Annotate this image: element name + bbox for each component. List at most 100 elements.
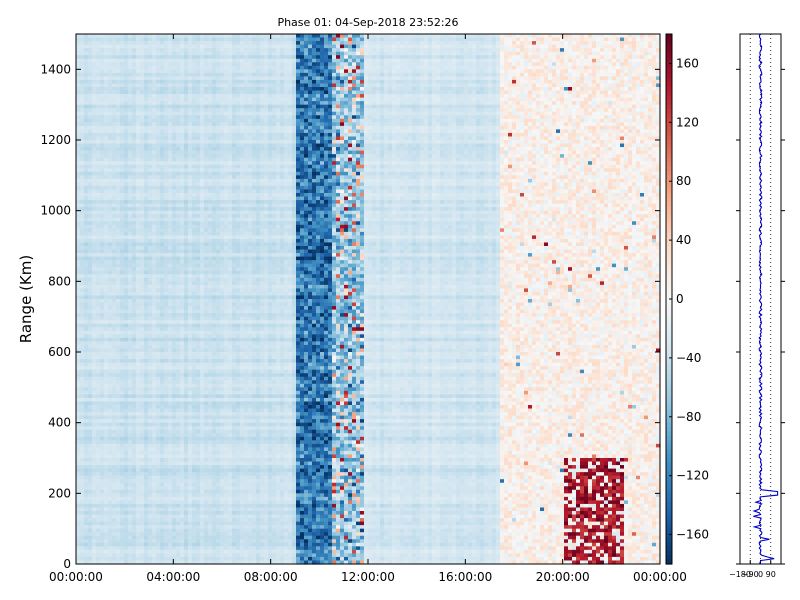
heatmap-cell [88, 451, 93, 455]
heatmap-cell [168, 83, 173, 87]
heatmap-cell [156, 76, 161, 80]
heatmap-cell [164, 391, 169, 395]
heatmap-cell [136, 147, 141, 151]
heatmap-cell [120, 239, 125, 243]
heatmap-cell [176, 48, 181, 52]
heatmap-cell [108, 359, 113, 363]
heatmap-cell [144, 462, 149, 466]
heatmap-cell [124, 391, 129, 395]
heatmap-cell [148, 324, 153, 328]
heatmap-cell [140, 359, 145, 363]
heatmap-cell [140, 278, 145, 282]
heatmap-cell [96, 458, 101, 462]
heatmap-cell [136, 306, 141, 310]
heatmap-cell [128, 214, 133, 218]
heatmap-cell [124, 83, 129, 87]
heatmap-cell [200, 193, 205, 197]
heatmap-cell [152, 147, 157, 151]
heatmap-cell [200, 98, 205, 102]
heatmap-cell [116, 112, 121, 116]
heatmap-cell [92, 394, 97, 398]
heatmap-cell [152, 221, 157, 225]
heatmap-cell [168, 59, 173, 63]
heatmap-cell [128, 387, 133, 391]
heatmap-cell [164, 409, 169, 413]
heatmap-cell [140, 225, 145, 229]
heatmap-cell [112, 73, 117, 77]
heatmap-cell [100, 165, 105, 169]
heatmap-cell [108, 59, 113, 63]
heatmap-cell [144, 433, 149, 437]
heatmap-cell [104, 430, 109, 434]
heatmap-cell [96, 175, 101, 179]
heatmap-cell [124, 228, 129, 232]
heatmap-cell [184, 359, 189, 363]
heatmap-cell [120, 380, 125, 384]
heatmap-cell [160, 80, 165, 84]
heatmap-cell [80, 299, 85, 303]
heatmap-cell [96, 218, 101, 222]
heatmap-cell [100, 48, 105, 52]
heatmap-cell [104, 536, 109, 540]
heatmap-cell [120, 529, 125, 533]
heatmap-cell [160, 112, 165, 116]
heatmap-cell [136, 324, 141, 328]
heatmap-cell [108, 119, 113, 123]
heatmap-cell [172, 197, 177, 201]
heatmap-cell [152, 416, 157, 420]
heatmap-cell [92, 119, 97, 123]
heatmap-cell [148, 55, 153, 59]
heatmap-cell [120, 363, 125, 367]
heatmap-cell [196, 172, 201, 176]
heatmap-cell [160, 260, 165, 264]
heatmap-cell [104, 401, 109, 405]
heatmap-cell [144, 69, 149, 73]
heatmap-cell [168, 197, 173, 201]
heatmap-cell [140, 476, 145, 480]
heatmap-cell [156, 320, 161, 324]
heatmap-cell [116, 242, 121, 246]
heatmap-cell [92, 490, 97, 494]
heatmap-cell [180, 303, 185, 307]
heatmap-cell [160, 62, 165, 66]
heatmap-cell [204, 281, 209, 285]
heatmap-cell [120, 48, 125, 52]
heatmap-cell [196, 48, 201, 52]
heatmap-cell [180, 476, 185, 480]
heatmap-cell [168, 437, 173, 441]
heatmap-cell [136, 462, 141, 466]
heatmap-cell [96, 34, 101, 38]
heatmap-cell [168, 161, 173, 165]
heatmap-cell [116, 126, 121, 130]
heatmap-cell [188, 274, 193, 278]
heatmap-cell [144, 62, 149, 66]
heatmap-cell [80, 83, 85, 87]
heatmap-cell [164, 553, 169, 557]
heatmap-cell [184, 235, 189, 239]
heatmap-cell [100, 274, 105, 278]
heatmap-cell [100, 140, 105, 144]
heatmap-cell [76, 197, 81, 201]
heatmap-cell [140, 380, 145, 384]
heatmap-cell [184, 278, 189, 282]
heatmap-cell [84, 45, 89, 49]
heatmap-cell [136, 55, 141, 59]
heatmap-cell [120, 299, 125, 303]
heatmap-cell [192, 38, 197, 42]
heatmap-cell [88, 469, 93, 473]
heatmap-cell [176, 454, 181, 458]
heatmap-cell [188, 197, 193, 201]
heatmap-cell [88, 242, 93, 246]
heatmap-cell [184, 380, 189, 384]
heatmap-cell [112, 469, 117, 473]
heatmap-cell [112, 423, 117, 427]
heatmap-cell [168, 486, 173, 490]
heatmap-cell [124, 405, 129, 409]
heatmap-cell [192, 76, 197, 80]
heatmap-cell [132, 158, 137, 162]
heatmap-cell [172, 313, 177, 317]
heatmap-cell [188, 172, 193, 176]
heatmap-cell [84, 433, 89, 437]
heatmap-cell [112, 490, 117, 494]
heatmap-cell [164, 483, 169, 487]
